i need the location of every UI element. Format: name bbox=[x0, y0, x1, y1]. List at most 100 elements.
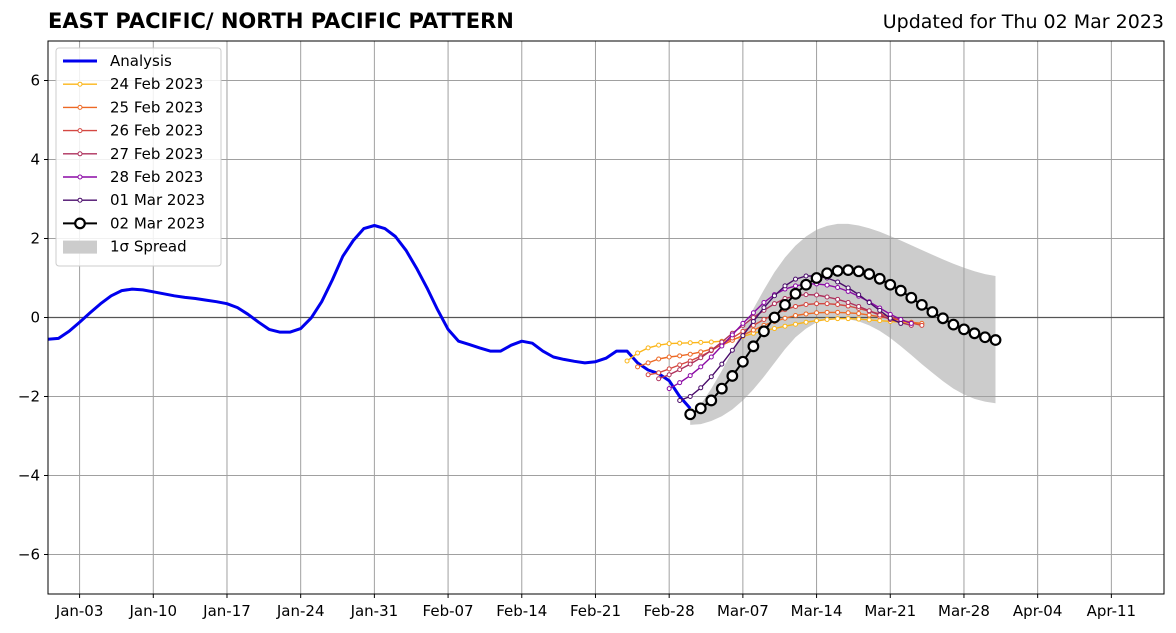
legend-label: 27 Feb 2023 bbox=[110, 145, 203, 163]
data-point bbox=[761, 316, 767, 322]
data-point bbox=[761, 299, 767, 305]
data-point bbox=[803, 319, 809, 325]
data-point bbox=[645, 345, 651, 351]
data-point bbox=[677, 362, 683, 368]
data-point bbox=[687, 351, 693, 357]
data-point bbox=[845, 310, 851, 316]
data-point bbox=[835, 279, 841, 285]
data-point bbox=[937, 312, 949, 325]
legend-entry: 27 Feb 2023 bbox=[63, 145, 203, 163]
data-point bbox=[979, 331, 991, 344]
data-point bbox=[835, 301, 841, 307]
data-point bbox=[684, 408, 697, 421]
data-point bbox=[793, 283, 799, 289]
legend-label: 26 Feb 2023 bbox=[110, 122, 203, 140]
x-tick-label: Apr-11 bbox=[1087, 602, 1137, 620]
data-point bbox=[793, 321, 799, 327]
chart-title: EAST PACIFIC/ NORTH PACIFIC PATTERN bbox=[48, 9, 514, 33]
data-point bbox=[666, 341, 672, 347]
data-point bbox=[761, 305, 767, 311]
legend-marker bbox=[77, 174, 83, 180]
data-point bbox=[926, 306, 939, 318]
data-point bbox=[835, 284, 841, 290]
data-point bbox=[736, 355, 749, 368]
y-tick-label: 4 bbox=[30, 151, 40, 169]
data-point bbox=[747, 340, 760, 353]
data-point bbox=[708, 374, 714, 380]
spread-layer bbox=[690, 223, 996, 425]
data-point bbox=[814, 318, 820, 324]
data-point bbox=[687, 340, 693, 346]
data-point bbox=[726, 370, 739, 382]
data-point bbox=[793, 303, 799, 309]
data-point bbox=[779, 298, 791, 311]
data-point bbox=[835, 316, 841, 322]
data-point bbox=[877, 307, 883, 313]
series-layer bbox=[47, 224, 1002, 421]
x-tick-label: Jan-17 bbox=[202, 602, 251, 620]
data-point bbox=[782, 315, 788, 321]
legend-swatch bbox=[63, 240, 97, 254]
legend-marker bbox=[77, 104, 83, 110]
data-point bbox=[856, 311, 862, 317]
data-point bbox=[877, 312, 883, 318]
legend-label: 28 Feb 2023 bbox=[110, 168, 203, 186]
data-point bbox=[803, 311, 809, 317]
data-point bbox=[968, 327, 981, 340]
data-point bbox=[708, 339, 714, 345]
data-point bbox=[771, 301, 777, 307]
data-point bbox=[873, 272, 886, 285]
data-point bbox=[856, 303, 862, 309]
legend-entry: 26 Feb 2023 bbox=[63, 122, 203, 140]
data-point bbox=[863, 268, 876, 280]
data-point bbox=[750, 310, 756, 316]
data-point bbox=[866, 308, 872, 314]
data-point bbox=[782, 323, 788, 329]
series-group bbox=[677, 273, 904, 403]
y-tick-label: 6 bbox=[30, 72, 40, 90]
data-point bbox=[810, 272, 823, 284]
legend-entry: Analysis bbox=[63, 52, 172, 70]
data-point bbox=[989, 334, 1002, 346]
data-point bbox=[645, 360, 651, 366]
data-point bbox=[842, 264, 855, 277]
data-point bbox=[831, 264, 844, 277]
data-point bbox=[908, 320, 914, 326]
data-point bbox=[803, 301, 809, 307]
legend-label: 01 Mar 2023 bbox=[110, 191, 205, 209]
data-point bbox=[856, 292, 862, 298]
x-tick-label: Mar-28 bbox=[938, 602, 990, 620]
x-tick-label: Feb-28 bbox=[644, 602, 695, 620]
data-point bbox=[782, 283, 788, 289]
data-point bbox=[656, 370, 662, 376]
legend-marker bbox=[77, 197, 83, 203]
data-point bbox=[793, 313, 799, 319]
data-point bbox=[845, 299, 851, 305]
legend-marker bbox=[74, 217, 86, 230]
y-tick-label: −4 bbox=[18, 467, 40, 485]
data-point bbox=[898, 316, 904, 322]
data-point bbox=[803, 292, 809, 298]
data-point bbox=[758, 325, 770, 338]
data-point bbox=[750, 318, 756, 324]
data-point bbox=[866, 312, 872, 318]
data-point bbox=[687, 361, 693, 367]
data-point bbox=[824, 294, 830, 300]
data-point bbox=[821, 267, 833, 280]
legend-entry: 28 Feb 2023 bbox=[63, 168, 203, 186]
data-point bbox=[771, 326, 777, 332]
x-tick-label: Feb-21 bbox=[570, 602, 621, 620]
data-point bbox=[845, 285, 851, 291]
data-point bbox=[698, 364, 704, 370]
legend-marker bbox=[77, 151, 83, 157]
data-point bbox=[866, 299, 872, 305]
legend-marker bbox=[77, 81, 83, 87]
legend-label: 24 Feb 2023 bbox=[110, 75, 203, 93]
data-point bbox=[719, 339, 725, 345]
data-point bbox=[705, 394, 718, 407]
data-point bbox=[656, 356, 662, 362]
data-point bbox=[919, 322, 925, 328]
data-point bbox=[698, 339, 704, 345]
data-point bbox=[884, 278, 897, 291]
y-tick-label: 2 bbox=[30, 230, 40, 248]
